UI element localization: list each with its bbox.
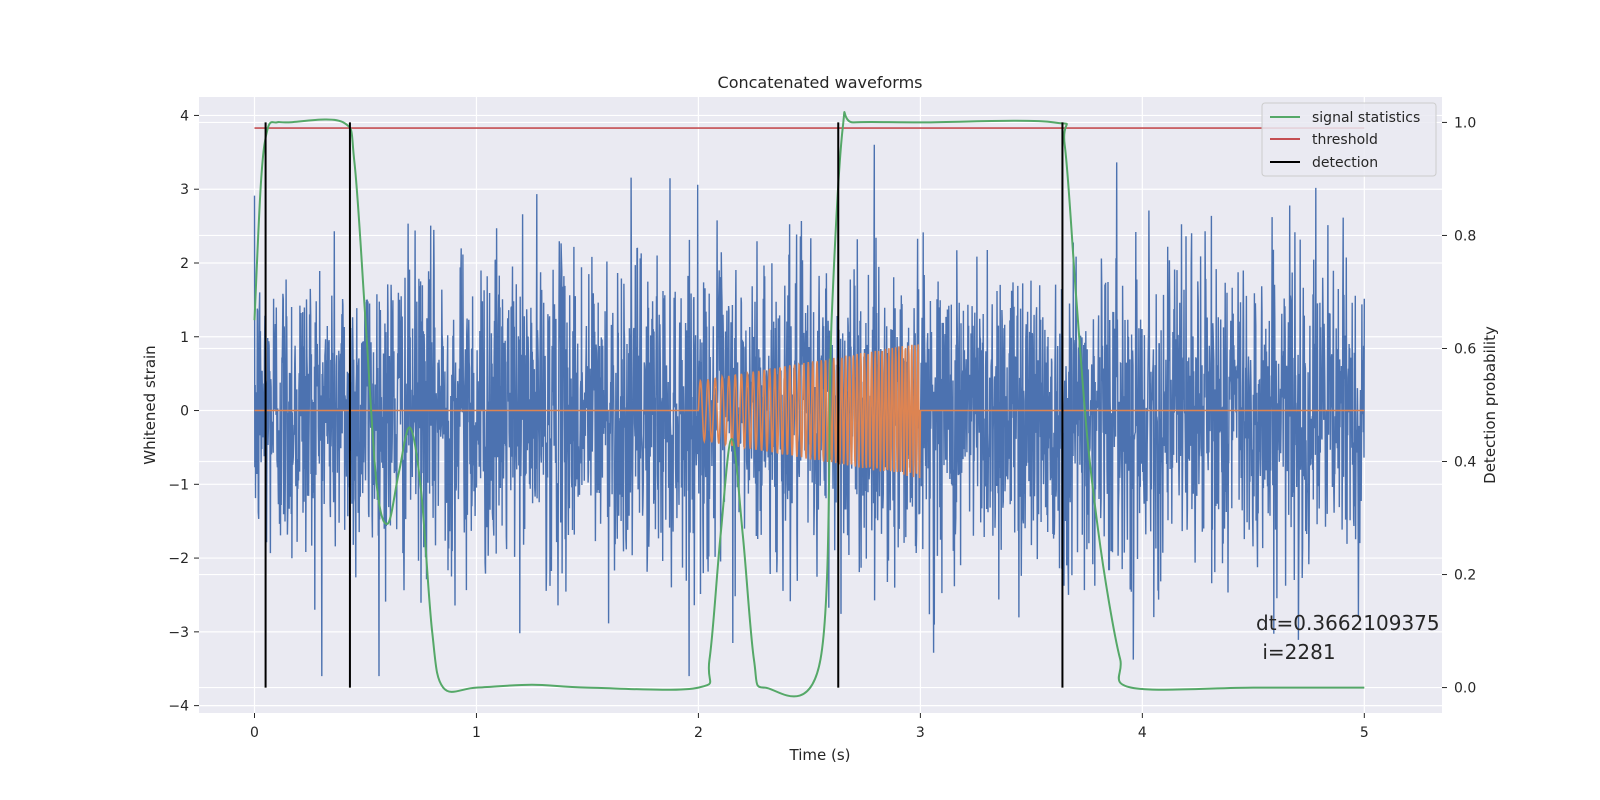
injected-line [254,344,1365,479]
y-tick-label: 2 [180,256,189,272]
detection-series [264,122,1064,688]
y-tick-label: −2 [168,551,189,567]
right-y-ticks: 0.0 0.2 0.4 0.6 0.8 1.0 [1442,115,1476,697]
legend: signal statistics threshold detection [1261,102,1437,177]
y-right-tick-label: 0.4 [1454,455,1476,471]
y-tick-label: −3 [168,625,189,641]
annotation-dt: dt=0.3662109375 [1256,611,1440,635]
signal-statistics-series [253,111,1365,698]
x-tick-label: 5 [1360,725,1369,741]
x-axis-label: Time (s) [789,746,851,764]
injected-series [254,344,1365,479]
y-tick-label: −1 [168,477,189,493]
strain-series [253,144,1365,677]
legend-label-threshold: threshold [1312,132,1378,148]
plot-series [253,111,1365,698]
x-tick-label: 4 [1138,725,1147,741]
chart-title: Concatenated waveforms [718,73,923,92]
signal-statistics-line [253,111,1365,698]
legend-label-signal-statistics: signal statistics [1312,110,1420,126]
y-tick-label: 0 [180,404,189,420]
y-tick-label: 1 [180,330,189,346]
y-tick-label: −4 [168,699,189,715]
y-tick-label: 4 [180,108,189,124]
strain-line [253,144,1365,677]
x-tick-label: 3 [916,725,925,741]
x-tick-label: 2 [694,725,703,741]
y-right-tick-label: 0.8 [1454,228,1476,244]
y-axis-label: Whitened strain [141,345,159,464]
y-right-tick-label: 0.2 [1454,568,1476,584]
legend-box [1261,102,1437,177]
y-right-tick-label: 1.0 [1454,115,1476,131]
left-y-ticks: −4 −3 −2 −1 0 1 2 3 4 [168,108,199,715]
x-ticks: 0 1 2 3 4 5 [250,713,1369,741]
y-right-tick-label: 0.0 [1454,681,1476,697]
x-tick-label: 1 [472,725,481,741]
y-right-tick-label: 0.6 [1454,341,1476,357]
legend-label-detection: detection [1312,155,1378,171]
right-y-axis-label: Detection probability [1481,326,1499,484]
y-tick-label: 3 [180,182,189,198]
x-tick-label: 0 [250,725,259,741]
annotation-i: i=2281 [1256,640,1336,664]
